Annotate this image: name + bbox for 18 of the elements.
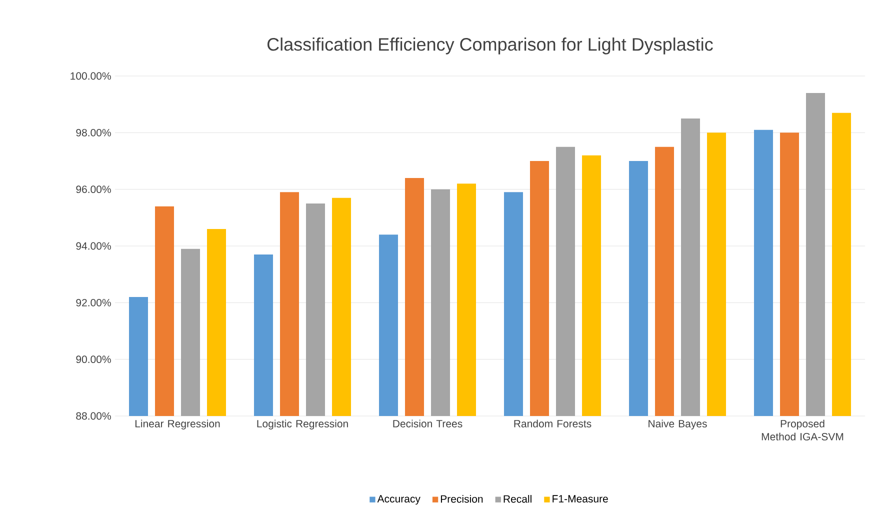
x-tick-label: Linear Regression [135,420,220,430]
y-tick-label: 88.00% [76,412,111,420]
y-tick-label: 92.00% [76,298,111,306]
y-tick-label: 90.00% [76,356,111,364]
x-tick-label: Random Forests [514,420,592,428]
y-tick-label: 94.00% [76,242,111,250]
chart-title: Classification Efficiency Comparison for Light Dysplastic [268,38,713,54]
legend-label: Precision [440,494,483,503]
y-tick-label: 100.00% [70,72,111,80]
y-tick-label: 98.00% [76,128,111,136]
x-tick-label: Logistic Regression [257,420,348,430]
legend-label: F1-Measure [552,495,608,503]
legend-label: Accuracy [377,495,420,505]
legend-label: Recall [504,494,532,503]
x-tick-label: Naive Bayes [648,420,707,430]
x-tick-label: Decision Trees [393,420,462,428]
y-tick-label: 96.00% [76,186,111,194]
x-tick-label: Proposed Method IGA-SVM [762,420,844,440]
